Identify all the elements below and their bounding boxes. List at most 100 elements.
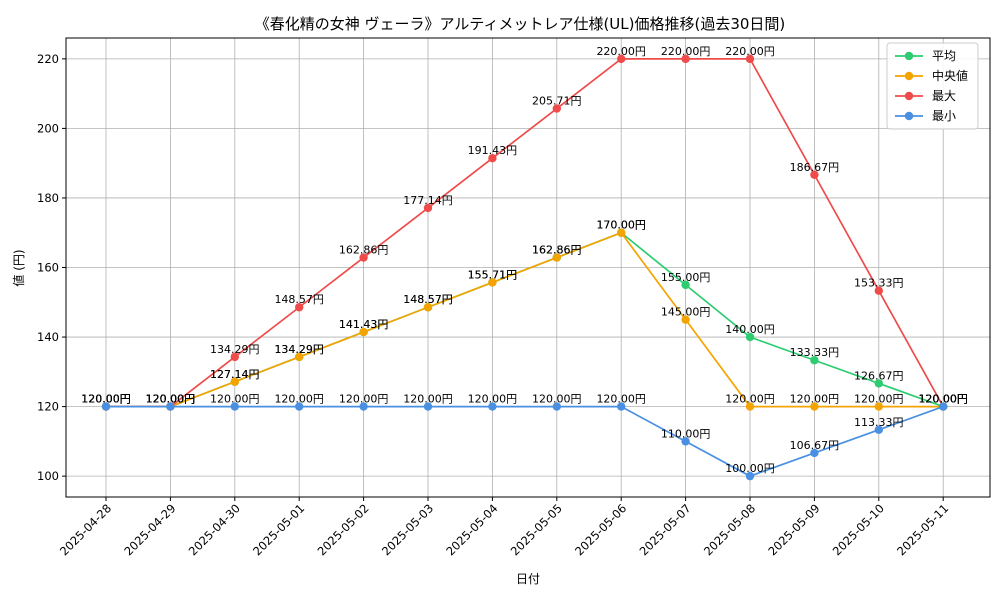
data-label: 120.00円 bbox=[146, 393, 196, 406]
data-label: 220.00円 bbox=[661, 45, 711, 58]
y-tick-label: 180 bbox=[37, 191, 59, 205]
series-2 bbox=[101, 228, 948, 411]
data-label: 120.00円 bbox=[210, 393, 260, 406]
legend-label: 平均 bbox=[932, 49, 956, 63]
data-point bbox=[617, 402, 626, 411]
data-point bbox=[681, 315, 690, 324]
x-tick-label: 2025-05-07 bbox=[637, 501, 694, 558]
data-point bbox=[230, 352, 239, 362]
data-point bbox=[617, 228, 626, 237]
data-label: 162.86円 bbox=[532, 244, 582, 257]
y-tick-label: 200 bbox=[37, 121, 59, 135]
data-label: 134.29円 bbox=[210, 343, 260, 356]
data-point bbox=[488, 278, 497, 287]
data-point bbox=[874, 425, 883, 434]
data-label: 106.67円 bbox=[790, 439, 840, 452]
data-label: 120.00円 bbox=[274, 393, 324, 406]
data-label: 127.14円 bbox=[210, 368, 260, 381]
data-label: 155.00円 bbox=[661, 271, 711, 284]
data-point bbox=[939, 402, 948, 411]
data-label: 177.14円 bbox=[403, 194, 453, 207]
x-tick-label: 2025-05-10 bbox=[830, 501, 887, 558]
data-label: 141.43円 bbox=[339, 318, 389, 331]
data-label: 205.71円 bbox=[532, 95, 582, 108]
data-point bbox=[681, 280, 690, 290]
legend-label: 中央値 bbox=[932, 68, 968, 83]
data-label: 120.00円 bbox=[146, 393, 196, 406]
legend-label: 最大 bbox=[932, 89, 956, 103]
data-point bbox=[874, 286, 883, 295]
data-label: 148.57円 bbox=[403, 293, 453, 306]
data-label: 120.00円 bbox=[339, 393, 389, 406]
grid bbox=[66, 38, 990, 497]
data-point bbox=[359, 402, 368, 411]
data-label: 120.00円 bbox=[146, 393, 196, 406]
x-tick-label: 2025-05-05 bbox=[508, 501, 565, 558]
data-label: 220.00円 bbox=[596, 45, 646, 58]
data-point bbox=[552, 402, 561, 411]
data-label: 120.00円 bbox=[468, 393, 518, 406]
data-point bbox=[810, 356, 819, 365]
data-label: 120.00円 bbox=[81, 393, 131, 406]
series-line bbox=[106, 405, 944, 478]
y-tick-label: 140 bbox=[37, 330, 59, 344]
data-label: 155.71円 bbox=[468, 268, 518, 281]
x-tick-label: 2025-04-29 bbox=[121, 501, 178, 558]
x-tick-label: 2025-04-30 bbox=[186, 501, 243, 558]
y-tick-label: 100 bbox=[37, 469, 59, 483]
data-point bbox=[681, 437, 690, 446]
x-tick-label: 2025-05-08 bbox=[701, 501, 758, 558]
x-tick-label: 2025-05-01 bbox=[250, 501, 307, 558]
data-label: 162.86円 bbox=[532, 244, 582, 257]
data-point bbox=[681, 54, 690, 64]
data-label: 120.00円 bbox=[790, 393, 840, 406]
data-label: 153.33円 bbox=[854, 277, 904, 290]
series-line bbox=[106, 58, 944, 408]
data-label: 120.00円 bbox=[81, 393, 131, 406]
data-label: 120.00円 bbox=[918, 393, 968, 406]
data-point bbox=[874, 402, 883, 411]
data-label: 120.00円 bbox=[146, 393, 196, 406]
data-label: 126.67円 bbox=[854, 369, 904, 382]
data-label: 100.00円 bbox=[725, 462, 775, 475]
data-point bbox=[359, 253, 368, 262]
data-point bbox=[745, 332, 755, 342]
x-tick-label: 2025-05-04 bbox=[443, 501, 500, 558]
data-label: 145.00円 bbox=[661, 306, 711, 319]
legend-marker bbox=[904, 111, 914, 121]
data-point bbox=[552, 253, 561, 262]
series-4 bbox=[101, 402, 948, 481]
data-point bbox=[295, 352, 304, 362]
data-label: 170.00円 bbox=[596, 219, 646, 232]
data-point bbox=[295, 402, 304, 411]
x-tick-label: 2025-05-09 bbox=[765, 501, 822, 558]
data-point bbox=[423, 303, 433, 312]
data-label: 120.00円 bbox=[854, 393, 904, 406]
x-tick-label: 2025-05-03 bbox=[379, 501, 436, 558]
series-line bbox=[106, 231, 944, 408]
data-point bbox=[359, 327, 368, 337]
x-tick-label: 2025-04-28 bbox=[57, 501, 114, 558]
y-tick-label: 220 bbox=[37, 52, 59, 66]
data-point bbox=[617, 54, 626, 64]
legend-label: 最小 bbox=[932, 109, 956, 123]
data-label: 148.57円 bbox=[403, 293, 453, 306]
data-point bbox=[745, 402, 755, 411]
data-point bbox=[488, 154, 497, 163]
legend-marker bbox=[904, 51, 914, 61]
data-label: 133.33円 bbox=[790, 346, 840, 359]
x-tick-label: 2025-05-06 bbox=[572, 501, 629, 558]
x-tick-label: 2025-05-02 bbox=[315, 501, 372, 558]
chart-title: 《春化精の女神 ヴェーラ》アルティメットレア仕様(UL)価格推移(過去30日間) bbox=[255, 15, 786, 33]
series-layer bbox=[101, 54, 948, 481]
data-label: 162.86円 bbox=[339, 244, 389, 257]
legend-box bbox=[886, 42, 979, 130]
data-label: 134.29円 bbox=[274, 343, 324, 356]
data-label: 140.00円 bbox=[725, 323, 775, 336]
data-point bbox=[810, 170, 819, 179]
y-axis: 100 120 140 160 180 200 220 bbox=[37, 52, 66, 483]
data-point bbox=[101, 402, 111, 411]
data-point bbox=[230, 377, 239, 386]
data-point bbox=[810, 448, 819, 458]
